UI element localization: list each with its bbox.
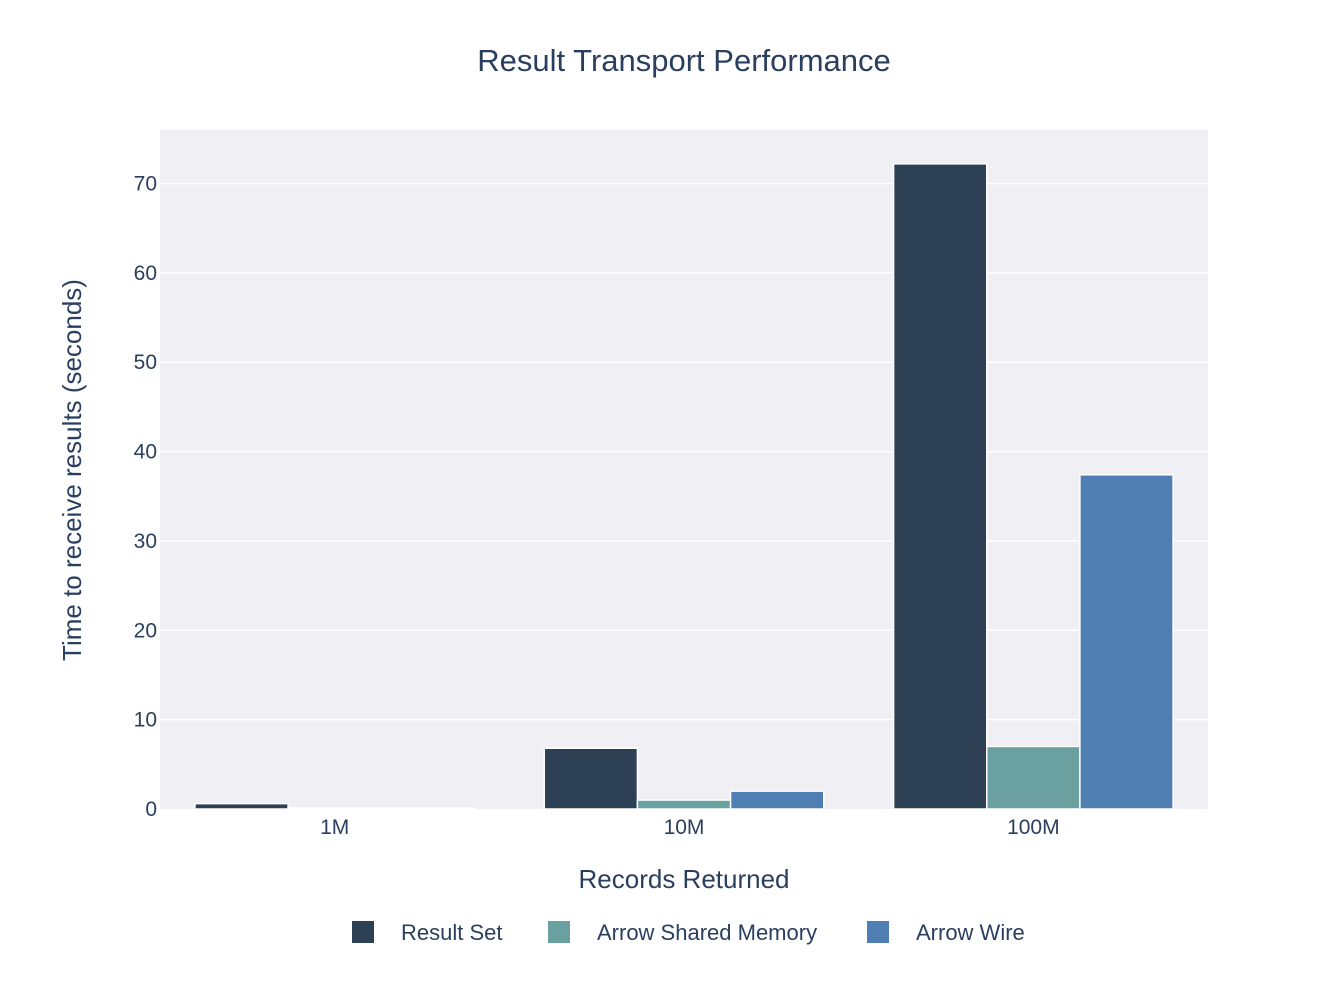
bar[interactable] [194,802,289,810]
bar[interactable] [892,163,988,810]
legend-swatch [352,921,374,943]
legend-label: Result Set [401,920,503,945]
bar[interactable] [986,745,1081,810]
y-tick-label: 70 [134,173,157,196]
x-tick-label: 10M [664,816,705,839]
x-axis-title: Records Returned [579,864,790,894]
plot-background [160,130,1208,809]
y-tick-label: 40 [134,441,157,464]
legend[interactable]: Result Set Arrow Shared Memory Arrow Wire [352,920,1025,945]
legend-item[interactable]: Arrow Wire [867,920,1025,945]
x-axis-ticks: 1M 10M 100M [320,816,1060,839]
legend-item[interactable]: Arrow Shared Memory [548,920,817,945]
bar[interactable] [1079,474,1174,810]
y-tick-label: 0 [145,798,157,821]
x-tick-label: 1M [320,816,349,839]
bar[interactable] [543,747,639,810]
bar[interactable] [729,790,825,810]
y-tick-label: 20 [134,619,157,642]
y-tick-label: 60 [134,262,157,285]
y-axis-title: Time to receive results (seconds) [57,279,87,661]
legend-item[interactable]: Result Set [352,920,503,945]
bar[interactable] [380,807,476,810]
legend-swatch [867,921,889,943]
bars [194,163,1174,810]
y-tick-label: 10 [134,709,157,732]
legend-label: Arrow Shared Memory [597,920,817,945]
legend-label: Arrow Wire [916,920,1025,945]
gridlines [160,182,1208,721]
bar[interactable] [636,799,732,810]
y-tick-label: 30 [134,530,157,553]
x-tick-label: 100M [1007,816,1060,839]
chart-title: Result Transport Performance [477,43,891,78]
bar[interactable] [287,807,382,810]
y-tick-label: 50 [134,351,157,374]
legend-swatch [548,921,570,943]
y-axis-ticks: 0 10 20 30 40 50 60 70 [134,173,157,822]
